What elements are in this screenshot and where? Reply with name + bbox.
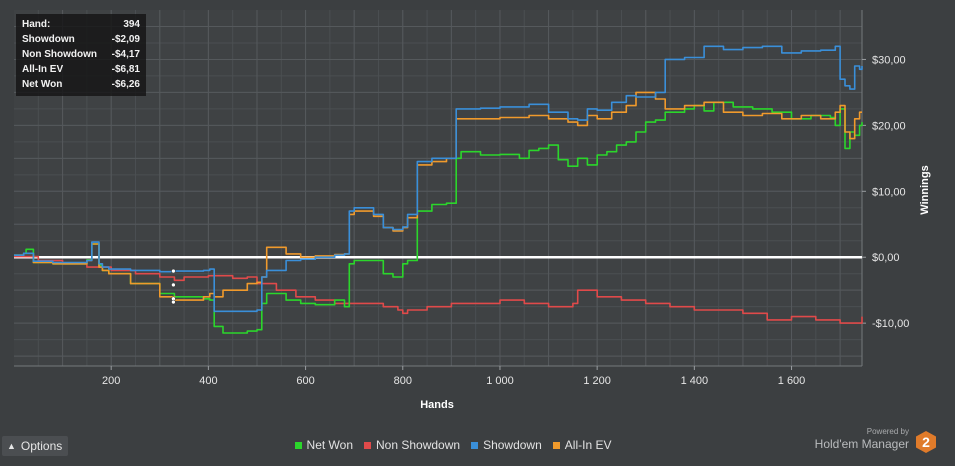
x-tick-label: 400	[199, 375, 217, 387]
x-tick-label: 200	[102, 375, 120, 387]
legend-label: Non Showdown	[376, 438, 461, 452]
hover-markers	[171, 268, 176, 305]
legend-swatch	[552, 441, 560, 449]
powered-by-text: Powered by	[866, 427, 909, 436]
legend-label: All-In EV	[564, 438, 612, 452]
legend-label: Showdown	[483, 438, 542, 452]
series-lines	[14, 45, 863, 334]
options-button[interactable]: ▲ Options	[2, 436, 68, 456]
x-tick-label: 1 400	[681, 375, 709, 387]
hover-marker	[171, 268, 176, 274]
legend-label: Net Won	[306, 438, 353, 452]
x-tick-label: 1 000	[486, 375, 514, 387]
axes: 200 400 600 800 1 000 1 200 1 400 1 600 -$10,00 $…	[14, 10, 909, 387]
info-value: -$2,09	[111, 34, 140, 45]
info-row-all-in-ev: All-In EV -$6,81	[22, 62, 140, 77]
y-axis-label: Winnings	[919, 165, 931, 214]
info-value: -$4,17	[111, 49, 140, 60]
x-tick-label: 1 200	[583, 375, 611, 387]
info-row-net-won: Net Won -$6,26	[22, 77, 140, 92]
y-tick-label: $20,00	[872, 120, 906, 132]
info-row-hand: Hand: 394	[22, 17, 140, 32]
series-line-showdown	[14, 45, 863, 313]
x-axis-label: Hands	[420, 399, 454, 411]
legend-item-non-showdown[interactable]: Non Showdown	[364, 438, 460, 452]
options-label: Options	[20, 439, 63, 453]
info-value: 394	[123, 19, 140, 30]
chevron-up-icon: ▲	[7, 441, 16, 451]
y-tick-label: -$10,00	[872, 318, 909, 330]
legend-item-all-in-ev[interactable]: All-In EV	[552, 438, 612, 452]
x-tick-label: 1 600	[778, 375, 806, 387]
y-tick-label: $0,00	[872, 252, 900, 264]
hover-marker	[171, 282, 176, 288]
y-tick-label: $30,00	[872, 54, 906, 66]
info-label: Showdown	[22, 34, 75, 45]
hover-marker	[171, 299, 176, 305]
logo-text: 2	[922, 434, 930, 450]
info-label: All-In EV	[22, 64, 64, 75]
y-tick-label: $10,00	[872, 186, 906, 198]
legend-swatch	[294, 441, 302, 449]
holdem-manager-logo-icon: 2	[916, 431, 936, 453]
legend-swatch	[471, 441, 479, 449]
x-tick-label: 800	[394, 375, 412, 387]
series-line-non-showdown	[14, 255, 863, 324]
grid	[14, 10, 862, 366]
info-label: Non Showdown	[22, 49, 97, 60]
info-label: Hand:	[22, 19, 51, 30]
legend-item-showdown[interactable]: Showdown	[471, 438, 542, 452]
info-value: -$6,26	[111, 79, 140, 90]
legend-swatch	[364, 441, 371, 449]
info-value: -$6,81	[111, 64, 140, 75]
brand-name: Hold'em Manager	[814, 437, 909, 451]
hand-info-panel: Hand: 394 Showdown -$2,09 Non Showdown -$4,…	[16, 14, 146, 96]
legend-item-net-won[interactable]: Net Won	[294, 438, 353, 452]
series-line-net-won	[14, 101, 863, 334]
info-row-non-showdown: Non Showdown -$4,17	[22, 47, 140, 62]
info-label: Net Won	[22, 79, 63, 90]
info-row-showdown: Showdown -$2,09	[22, 32, 140, 47]
legend: Net Won Non Showdown Showdown All-In EV	[0, 438, 906, 452]
x-tick-label: 600	[296, 375, 314, 387]
